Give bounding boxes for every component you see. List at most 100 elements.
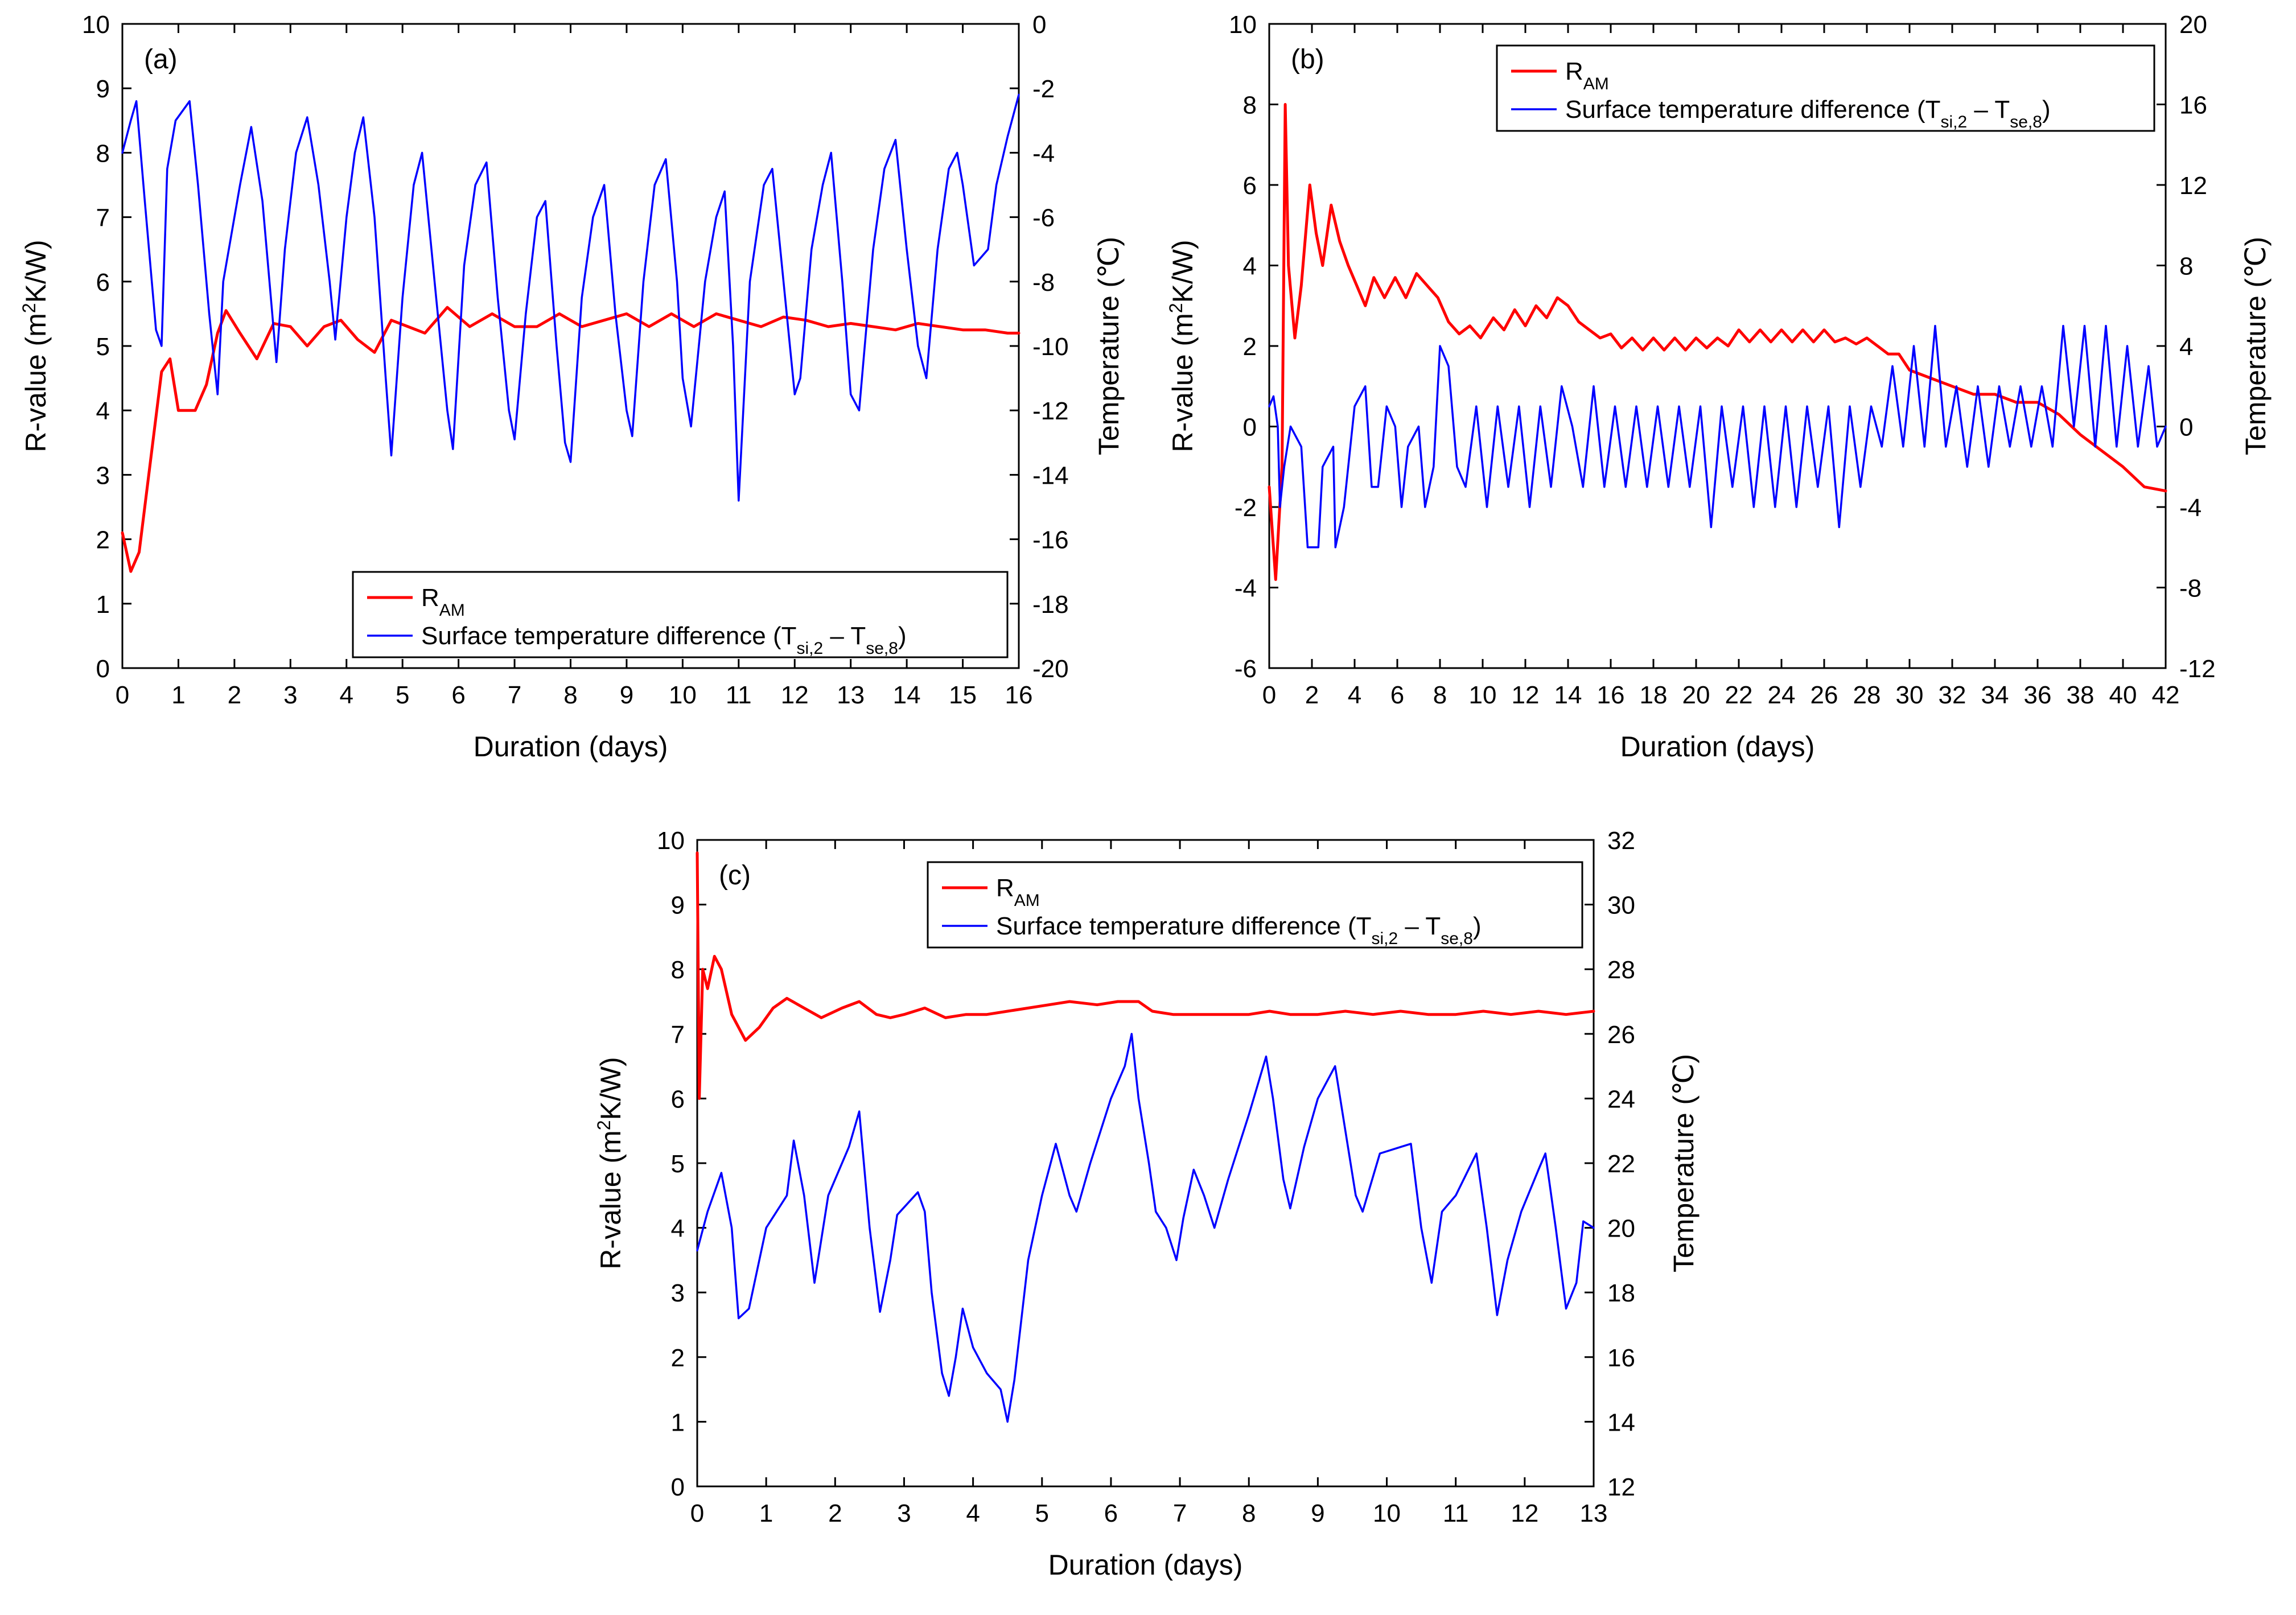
y-left-tick-label: 10 <box>657 827 685 855</box>
y-left-tick-label: 10 <box>82 11 110 39</box>
x-axis-label: Duration (days) <box>1048 1549 1243 1581</box>
y-right-tick-label: -4 <box>2179 494 2202 522</box>
legend-temp-sub1: si,2 <box>1372 929 1398 948</box>
y-left-tick-label: 6 <box>96 269 110 296</box>
x-tick-label: 8 <box>563 681 577 709</box>
x-tick-label: 2 <box>1305 681 1319 709</box>
x-tick-label: 7 <box>508 681 521 709</box>
y-left-tick-label: 9 <box>671 892 685 920</box>
legend-temp-sub1: si,2 <box>1941 113 1968 131</box>
y-right-tick-label: 30 <box>1607 892 1635 920</box>
x-tick-label: 6 <box>1104 1499 1118 1527</box>
y-left-axis-label-main: R-value (m <box>20 313 52 452</box>
legend-temp-post: ) <box>898 622 907 650</box>
legend-temp-sub2: se,8 <box>1441 929 1473 948</box>
x-axis-label: Duration (days) <box>1620 731 1815 763</box>
y-left-tick-label: 10 <box>1229 11 1257 39</box>
x-tick-label: 20 <box>1682 681 1710 709</box>
legend-label-r-am: RAM <box>996 874 1040 910</box>
x-tick-label: 14 <box>1554 681 1582 709</box>
legend-r-am-main: R <box>421 584 439 612</box>
x-tick-label: 14 <box>893 681 921 709</box>
series-line-temperature-difference <box>1268 324 2167 549</box>
y-left-tick-label: 3 <box>671 1279 685 1307</box>
legend-r-am-sub: AM <box>1583 75 1609 93</box>
chart-panel-b: 0 2 4 6 8 10 12 14 16 18 20 22 24 26 28 30 32 34 36 38 40 42-… <box>1166 11 2272 763</box>
x-tick-label: 12 <box>1512 681 1540 709</box>
chart-panel-a: 0 1 2 3 4 5 6 7 8 9 10 11 12 13 14 15 16012345678910-20-… <box>19 11 1125 763</box>
x-tick-label: 15 <box>949 681 977 709</box>
x-tick-label: 11 <box>726 681 752 709</box>
y-right-tick-label: 16 <box>2179 92 2207 120</box>
x-tick-label: 10 <box>1469 681 1497 709</box>
series-line-temperature-difference <box>696 1033 1595 1423</box>
y-left-tick-label: 9 <box>96 75 110 103</box>
x-tick-label: 9 <box>620 681 633 709</box>
legend-temp-sub2: se,8 <box>2010 113 2042 131</box>
y-left-axis-label-sup: 2 <box>1166 303 1186 313</box>
x-tick-label: 6 <box>1390 681 1404 709</box>
y-left-axis-label: R-value (m2K/W) <box>1166 240 1199 452</box>
y-right-tick-label: -8 <box>1032 269 1055 296</box>
legend-box <box>352 571 1009 658</box>
y-left-tick-label: 3 <box>96 462 110 489</box>
x-tick-label: 10 <box>669 681 697 709</box>
y-right-tick-label: -8 <box>2179 575 2202 603</box>
y-left-axis-label-main: R-value (m <box>595 1130 627 1269</box>
legend-r-am-main: R <box>1565 57 1583 85</box>
legend-temp-sub2: se,8 <box>866 639 898 658</box>
x-tick-label: 10 <box>1373 1499 1401 1527</box>
x-tick-label: 18 <box>1640 681 1668 709</box>
y-left-tick-label: 5 <box>96 333 110 361</box>
x-tick-label: 4 <box>340 681 353 709</box>
x-tick-label: 8 <box>1242 1499 1256 1527</box>
y-left-tick-label: 6 <box>1243 172 1257 200</box>
y-left-axis-label-rest: K/W) <box>20 240 52 303</box>
y-right-tick-label: 14 <box>1607 1408 1635 1436</box>
legend-temp-mid: – T <box>823 622 866 650</box>
y-left-axis-label-sup: 2 <box>594 1120 614 1130</box>
y-left-tick-label: 4 <box>96 397 110 425</box>
x-tick-label: 22 <box>1725 681 1753 709</box>
x-tick-label: 12 <box>781 681 809 709</box>
y-left-axis-label-main: R-value (m <box>1167 313 1199 452</box>
y-right-tick-label: -14 <box>1032 462 1069 489</box>
y-left-tick-label: 2 <box>671 1344 685 1372</box>
x-tick-label: 40 <box>2109 681 2137 709</box>
x-tick-label: 6 <box>451 681 465 709</box>
x-tick-label: 3 <box>283 681 297 709</box>
y-left-tick-label: 0 <box>96 655 110 683</box>
series-line-r-am <box>696 851 1595 1100</box>
x-tick-label: 30 <box>1896 681 1924 709</box>
y-left-axis-label: R-value (m2K/W) <box>594 1057 627 1269</box>
x-tick-label: 32 <box>1939 681 1966 709</box>
legend-label-r-am: RAM <box>421 584 465 620</box>
panel-label: (a) <box>144 44 178 75</box>
y-right-tick-label: -18 <box>1032 591 1069 619</box>
y-right-tick-label: 0 <box>2179 414 2193 442</box>
chart-panel-c: 0 1 2 3 4 5 6 7 8 9 10 11 12 130123456789101214161820… <box>594 827 1700 1581</box>
legend-temp-post: ) <box>1473 912 1482 940</box>
x-tick-label: 36 <box>2024 681 2052 709</box>
y-left-tick-label: -4 <box>1235 575 1257 603</box>
x-tick-label: 26 <box>1811 681 1838 709</box>
legend-r-am-main: R <box>996 874 1014 902</box>
y-right-tick-label: -20 <box>1032 655 1069 683</box>
legend-label-temperature-difference: Surface temperature difference (Tsi,2 – … <box>421 622 907 658</box>
y-left-tick-label: 6 <box>671 1085 685 1113</box>
y-left-tick-label: 7 <box>671 1021 685 1049</box>
panel-label: (c) <box>719 860 751 891</box>
y-right-tick-label: 12 <box>1607 1473 1635 1501</box>
y-right-tick-label: 18 <box>1607 1279 1635 1307</box>
x-tick-label: 13 <box>1580 1499 1608 1527</box>
x-tick-label: 8 <box>1433 681 1447 709</box>
x-tick-label: 7 <box>1173 1499 1187 1527</box>
series-line-temperature-difference <box>121 93 1020 502</box>
x-tick-label: 0 <box>116 681 129 709</box>
y-right-tick-label: 12 <box>2179 172 2207 200</box>
y-left-tick-label: 8 <box>1243 92 1257 120</box>
legend-temp-sub1: si,2 <box>797 639 824 658</box>
